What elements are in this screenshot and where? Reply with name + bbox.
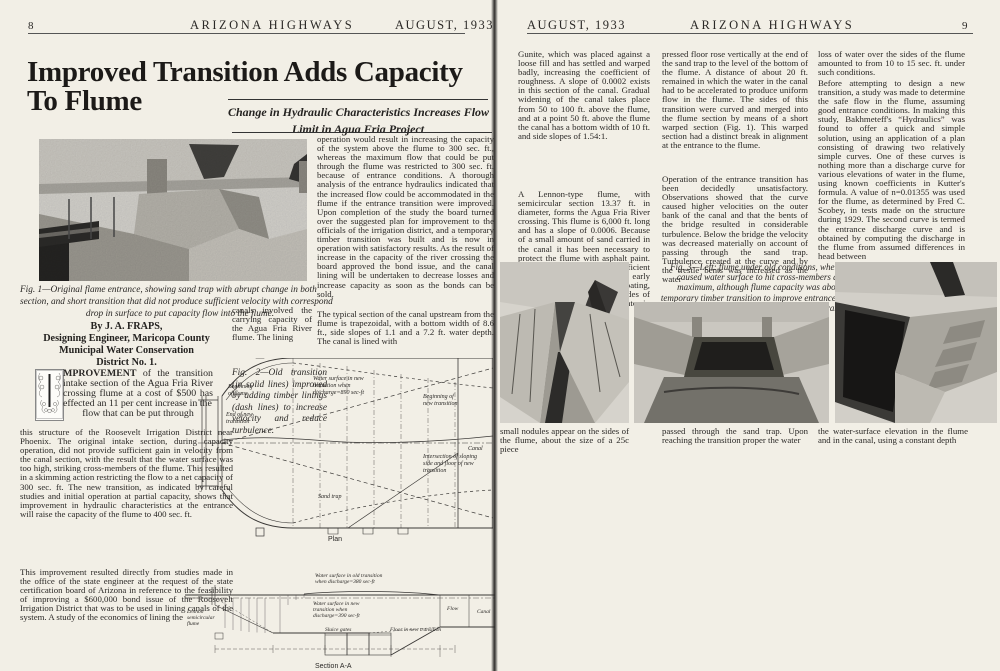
svg-text:End of new: End of new: [225, 411, 253, 418]
svg-text:Section A-A: Section A-A: [315, 663, 352, 670]
svg-text:new transition: new transition: [423, 401, 458, 407]
svg-text:discharge=890 sec-ft: discharge=890 sec-ft: [313, 389, 364, 396]
svg-text:side and floor of new: side and floor of new: [423, 460, 474, 467]
svg-text:Flow: Flow: [446, 606, 459, 612]
svg-text:discharge=390 sec-ft: discharge=390 sec-ft: [313, 612, 360, 619]
svg-text:when discharge=380 sec-ft: when discharge=380 sec-ft: [315, 578, 375, 585]
svg-text:flume: flume: [187, 620, 200, 627]
svg-text:Water surface in new: Water surface in new: [313, 600, 360, 607]
svg-text:Beginning of: Beginning of: [423, 393, 455, 400]
svg-text:Canal: Canal: [468, 446, 483, 452]
svg-text:Intersection of sloping: Intersection of sloping: [422, 453, 477, 460]
svg-text:Water surface in new: Water surface in new: [313, 375, 364, 382]
svg-text:Beginning: Beginning: [228, 384, 253, 390]
svg-text:transition: transition: [423, 468, 446, 474]
svg-text:Sand trap: Sand trap: [318, 494, 342, 500]
svg-text:Sluice gates: Sluice gates: [325, 627, 351, 633]
svg-text:Canal: Canal: [477, 609, 491, 615]
svg-text:transition: transition: [226, 419, 249, 425]
svg-text:Plan: Plan: [328, 536, 342, 543]
svg-text:Water surface in old transitio: Water surface in old transition: [315, 572, 383, 579]
svg-text:of flume: of flume: [228, 390, 248, 397]
svg-text:transition when: transition when: [313, 383, 351, 389]
svg-text:Floor in new transition: Floor in new transition: [389, 627, 441, 633]
